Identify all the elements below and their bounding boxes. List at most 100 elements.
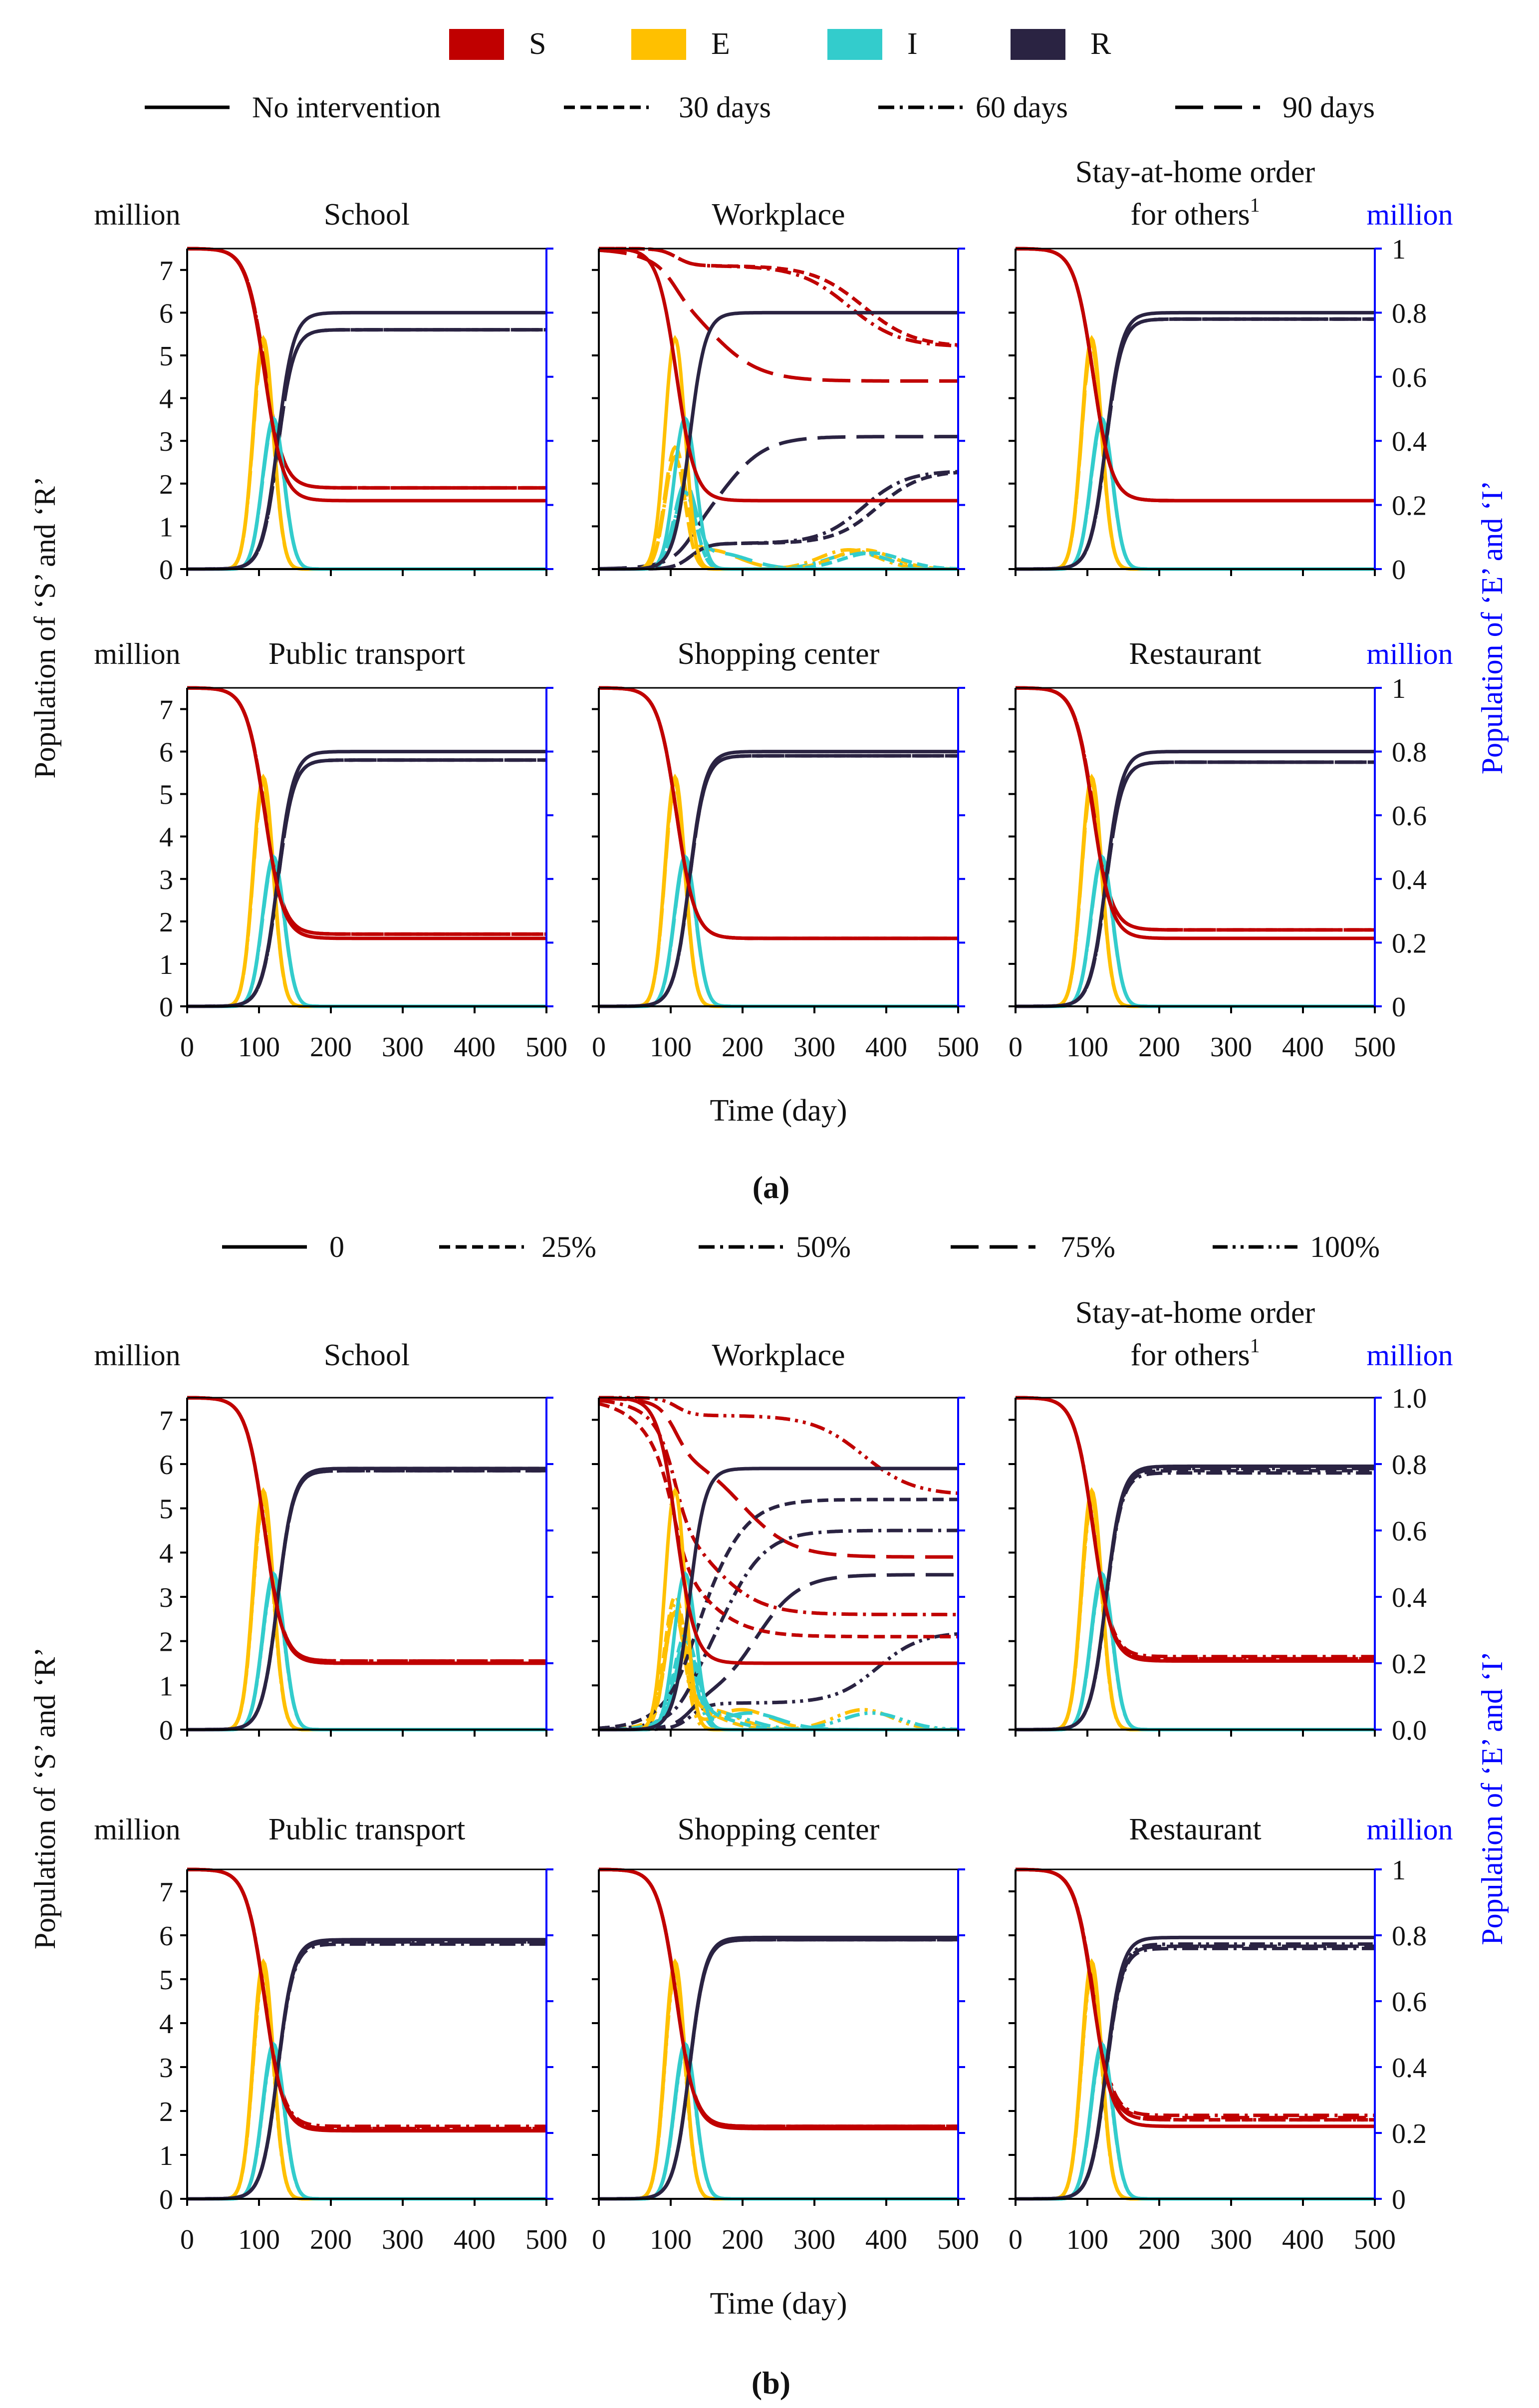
line-style-legend-entry: 60 days bbox=[878, 91, 1068, 124]
right-unit-label: million bbox=[1366, 1813, 1453, 1846]
E-series-line bbox=[599, 1968, 958, 2201]
E-series-line bbox=[187, 1501, 546, 1732]
right-tick-label: 0.2 bbox=[1392, 1649, 1427, 1680]
E-series-line bbox=[599, 1487, 958, 1732]
left-tick-label: 7 bbox=[159, 1877, 173, 1908]
E-series-line bbox=[187, 780, 546, 1008]
right-tick-label: 0.0 bbox=[1392, 1715, 1427, 1746]
R-series-line bbox=[187, 1469, 546, 1732]
left-tick-label: 6 bbox=[159, 1921, 173, 1952]
subplot-workplace: Workplace bbox=[592, 1338, 965, 1737]
subplot-title: Public transport bbox=[268, 1812, 465, 1846]
subplot-stay-at-home-order-for-others: Stay-at-home order for others1 0 0.2 0.4 0.6 0… bbox=[1009, 155, 1453, 586]
right-tick-label: 1.0 bbox=[1392, 1383, 1427, 1414]
E-series-line bbox=[187, 1968, 546, 2201]
right-tick-label: 1 bbox=[1392, 234, 1406, 265]
S-series-line bbox=[1016, 686, 1375, 932]
E-series-line bbox=[187, 783, 546, 1008]
S-series-line bbox=[1016, 686, 1375, 940]
R-series-line bbox=[599, 750, 958, 1008]
right-tick-label: 0.6 bbox=[1392, 801, 1427, 832]
left-tick-label: 1 bbox=[159, 1671, 173, 1702]
left-tick-label: 1 bbox=[159, 949, 173, 980]
R-series-line bbox=[599, 1938, 958, 2201]
R-series-line bbox=[187, 758, 546, 1008]
E-series-line bbox=[599, 1958, 958, 2201]
S-series-line bbox=[599, 248, 958, 383]
R-series-line bbox=[1016, 1471, 1375, 1732]
subplot-title-line2: for others1 bbox=[1130, 1334, 1260, 1372]
R-series-line bbox=[1016, 760, 1375, 1008]
right-tick-label: 0.8 bbox=[1392, 298, 1427, 329]
S-series-line bbox=[599, 1396, 958, 1495]
left-tick-label: 7 bbox=[159, 256, 173, 287]
line-style-legend-entry: 30 days bbox=[564, 91, 771, 124]
S-series-line bbox=[1016, 1396, 1375, 1661]
left-tick-label: 2 bbox=[159, 469, 173, 500]
x-tick-label: 0 bbox=[1009, 2224, 1023, 2255]
S-series-line bbox=[187, 1396, 546, 1665]
line-style-legend-entry: 90 days bbox=[1175, 91, 1375, 124]
right-unit-label: million bbox=[1366, 1339, 1453, 1372]
S-series-line bbox=[187, 1396, 546, 1663]
R-series-line bbox=[599, 754, 958, 1008]
R-series-line bbox=[187, 328, 546, 571]
E-series-line bbox=[599, 783, 958, 1008]
R-series-line bbox=[1016, 310, 1375, 571]
right-unit-label: million bbox=[1366, 637, 1453, 670]
footnote-mark: 1 bbox=[1250, 1334, 1260, 1357]
S-series-line bbox=[1016, 1867, 1375, 2119]
E-series-line bbox=[187, 1958, 546, 2201]
R-series-line bbox=[599, 754, 958, 1008]
legend-swatch-s bbox=[449, 29, 504, 60]
subplot-school: School 0 1 2 3 4 5 6 7 million bbox=[94, 1338, 553, 1746]
curves bbox=[187, 247, 546, 571]
S-series-line bbox=[1016, 1396, 1375, 1661]
x-tick-label: 500 bbox=[937, 2224, 979, 2255]
E-series-line bbox=[1016, 777, 1375, 1008]
line-style-label: 25% bbox=[541, 1230, 596, 1263]
subplot-public-transport: Public transport 0 1 2 3 4 5 6 7 0 100 200 300 400 500… bbox=[94, 1812, 567, 2255]
E-series-line bbox=[1016, 1961, 1375, 2201]
x-axis-title: Time (day) bbox=[710, 1094, 847, 1128]
S-series-line bbox=[1016, 1867, 1375, 2128]
R-series-line bbox=[1016, 760, 1375, 1008]
footnote-mark: 1 bbox=[1250, 194, 1260, 216]
R-series-line bbox=[187, 328, 546, 571]
x-tick-label: 200 bbox=[1138, 1032, 1180, 1063]
curves bbox=[1016, 1867, 1375, 2201]
x-tick-label: 100 bbox=[650, 2224, 692, 2255]
R-series-line bbox=[1016, 1942, 1375, 2201]
E-series-line bbox=[187, 773, 546, 1008]
R-series-line bbox=[1016, 1467, 1375, 1732]
x-tick-label: 500 bbox=[937, 1032, 979, 1063]
x-tick-label: 100 bbox=[238, 1032, 280, 1063]
left-unit-label: million bbox=[94, 1339, 180, 1372]
right-tick-label: 0.2 bbox=[1392, 491, 1427, 522]
subplot-title: Workplace bbox=[712, 1338, 845, 1372]
S-series-line bbox=[1016, 247, 1375, 503]
right-tick-label: 0.8 bbox=[1392, 737, 1427, 768]
x-tick-label: 400 bbox=[454, 1032, 496, 1063]
R-series-line bbox=[187, 758, 546, 1008]
S-series-line bbox=[1016, 686, 1375, 932]
curves bbox=[599, 1396, 958, 1732]
S-series-line bbox=[599, 686, 958, 940]
left-tick-label: 2 bbox=[159, 2097, 173, 2127]
E-series-line bbox=[187, 344, 546, 571]
x-tick-label: 300 bbox=[1210, 2224, 1252, 2255]
E-series-line bbox=[1016, 1487, 1375, 1732]
curves bbox=[1016, 1396, 1375, 1732]
R-series-line bbox=[599, 310, 958, 571]
right-tick-label: 0 bbox=[1392, 555, 1406, 586]
x-tick-label: 300 bbox=[382, 1032, 424, 1063]
S-series-line bbox=[1016, 1396, 1375, 1659]
R-series-line bbox=[599, 1498, 958, 1730]
line-style-legend-entry: 100% bbox=[1213, 1230, 1380, 1263]
left-tick-label: 6 bbox=[159, 1450, 173, 1481]
left-tick-label: 5 bbox=[159, 1494, 173, 1525]
x-tick-label: 300 bbox=[793, 2224, 835, 2255]
R-series-line bbox=[187, 1938, 546, 2201]
x-tick-label: 100 bbox=[1066, 1032, 1108, 1063]
subplot-restaurant: Restaurant 0 0.2 0.4 0.6 0.8 1 0 100 200 300 400 500… bbox=[1009, 1812, 1453, 2255]
